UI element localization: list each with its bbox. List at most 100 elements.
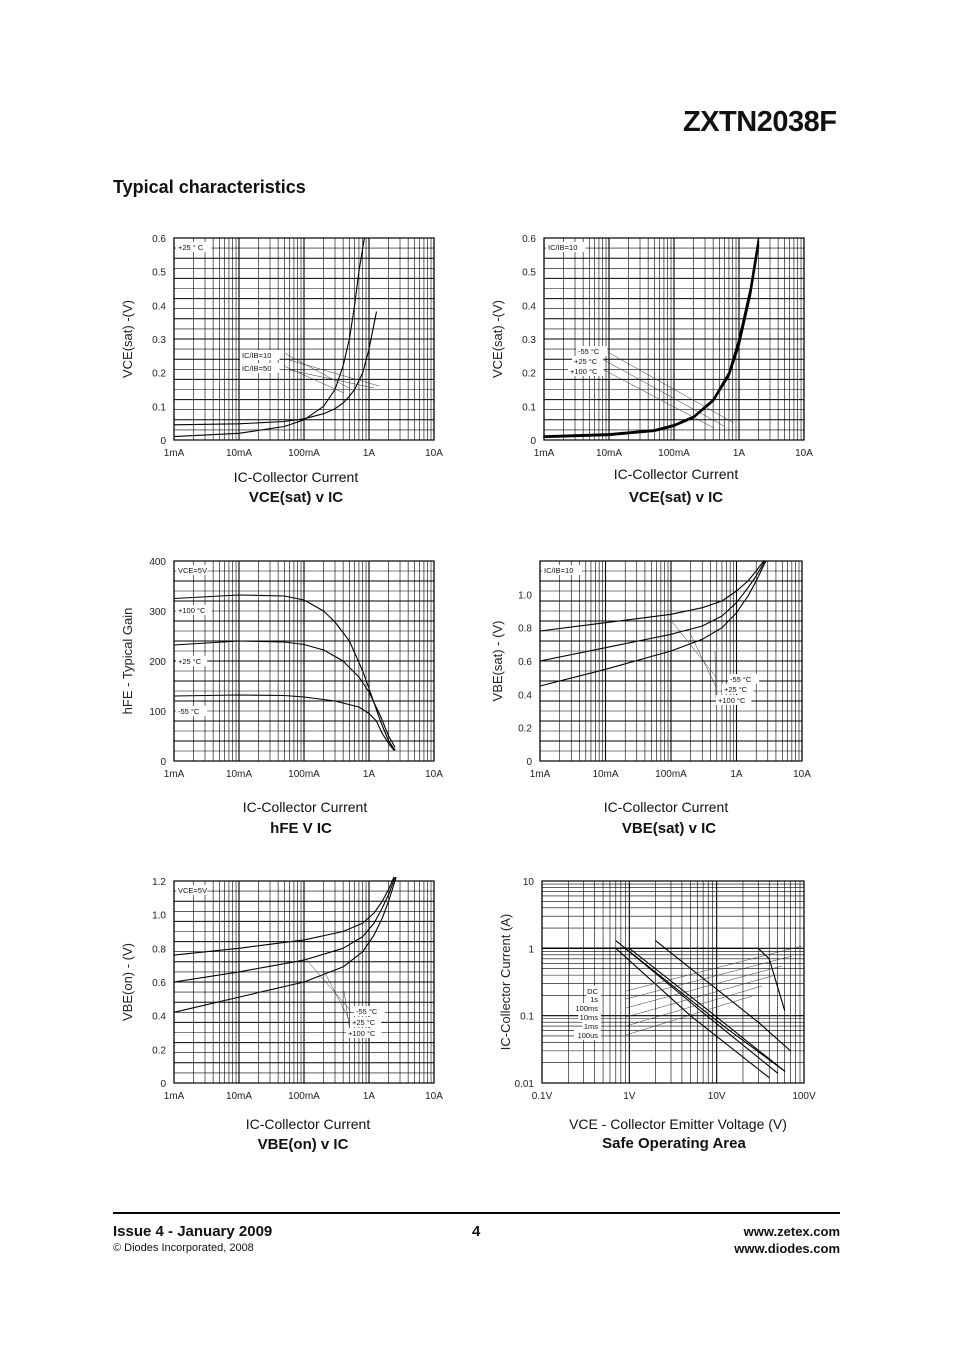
chart-soa-xlabel: VCE - Collector Emitter Voltage (V) (569, 1116, 787, 1132)
chart-vbeon-plot: 0 0.2 0.4 0.6 0.8 1.0 1.2 1mA 10mA 100mA 1A 10A VBE(… (120, 877, 443, 1102)
x-tick-label: 10A (425, 769, 443, 780)
y-axis-label: VCE(sat) -(V) (490, 300, 505, 378)
annotation-label: +25 ° C (178, 243, 204, 252)
y-tick-label: 0.2 (152, 1045, 166, 1056)
y-axis-label: VBE(sat) - (V) (490, 621, 505, 702)
annotation-bg (578, 1012, 601, 1022)
leader-line (714, 650, 717, 699)
x-tick-label: 1A (363, 1091, 376, 1102)
x-tick-label: 100mA (288, 1091, 320, 1102)
series-line (173, 877, 396, 983)
series-line (541, 947, 786, 1011)
y-tick-label: 0.6 (522, 234, 536, 245)
leader-line (283, 365, 345, 394)
annotation-bg (546, 242, 586, 252)
footer-website-zetex: www.zetex.com (743, 1224, 840, 1239)
series-line (539, 560, 767, 687)
leader-line (625, 955, 793, 1000)
annotation-bg (176, 706, 208, 716)
series-line (173, 237, 365, 438)
x-tick-label: 1mA (164, 1091, 185, 1102)
annotation-bg (716, 695, 752, 705)
x-tick-label: 1mA (534, 448, 555, 459)
x-tick-label: 1A (733, 448, 746, 459)
leader-line (603, 359, 725, 427)
y-tick-label: 0 (160, 436, 166, 447)
footer-rule (113, 1212, 840, 1214)
leader-line (603, 369, 715, 429)
annotation-label: +100 °C (718, 696, 746, 705)
annotation-bg (176, 242, 212, 252)
leader-line (625, 965, 783, 1009)
leader-line (625, 995, 753, 1036)
footer-website-diodes: www.diodes.com (734, 1241, 840, 1256)
y-tick-label: 0.2 (522, 369, 536, 380)
annotation-label: +100 °C (570, 367, 598, 376)
chart-soa: 0.01 0.1 1 10 0.1V 1V 10V 100V IC-Collector Curr… (480, 875, 825, 1115)
annotation-bg (728, 674, 760, 684)
y-tick-label: 0.6 (152, 234, 166, 245)
chart-vbesat: 0 0.2 0.4 0.6 0.8 1.0 1mA 10mA 100mA 1A 10A VBE(sat… (480, 553, 825, 793)
annotation-bg (176, 885, 208, 895)
y-tick-label: 100 (149, 707, 166, 718)
annotation-bg (568, 366, 604, 376)
series-line (173, 311, 377, 426)
series-line (543, 243, 760, 439)
y-tick-label: 0.8 (518, 624, 532, 635)
x-tick-label: 10A (425, 448, 443, 459)
x-tick-label: 1mA (164, 769, 185, 780)
chart-hfe-xlabel: IC-Collector Current (242, 799, 368, 815)
annotation-bg (574, 1030, 601, 1040)
x-tick-label: 1A (363, 769, 376, 780)
annotation-label: +100 °C (178, 606, 206, 615)
annotation-label: VCE=5V (178, 566, 207, 575)
annotation-label: -55 °C (730, 675, 752, 684)
annotation-bg (354, 1006, 386, 1016)
leader-line (323, 970, 351, 1022)
annotation-bg (582, 1021, 601, 1031)
x-tick-label: 10mA (592, 769, 618, 780)
y-tick-label: 0.1 (520, 1012, 534, 1023)
annotation-label: 10ms (580, 1013, 599, 1022)
x-tick-label: 1V (623, 1091, 636, 1102)
leader-line (625, 945, 803, 992)
x-tick-label: 1A (730, 769, 743, 780)
chart-vbesat-title: VBE(sat) v IC (621, 820, 717, 837)
x-tick-label: 10V (708, 1091, 726, 1102)
x-tick-label: 10mA (596, 448, 622, 459)
y-tick-label: 0 (160, 1079, 166, 1090)
x-tick-label: 10A (793, 769, 811, 780)
series-line (615, 940, 786, 1072)
y-tick-label: 0.1 (522, 402, 536, 413)
annotation-bg (586, 994, 601, 1004)
x-tick-label: 10mA (226, 448, 252, 459)
series-line (173, 877, 397, 1013)
annotation-bg (176, 656, 208, 666)
y-tick-label: 1 (528, 944, 534, 955)
x-tick-label: 100mA (655, 769, 687, 780)
series-line (173, 594, 396, 751)
chart-vcesat-1-xlabel: IC-Collector Current (233, 469, 359, 485)
annotation-label: -55 °C (578, 347, 600, 356)
annotation-label: IC/IB=10 (548, 243, 577, 252)
y-tick-label: 0.2 (518, 724, 532, 735)
y-tick-label: 0.4 (522, 301, 536, 312)
y-tick-label: 0.4 (518, 690, 532, 701)
annotation-label: +100 °C (348, 1029, 376, 1038)
chart-vcesat-1-plot: 0 0.1 0.2 0.3 0.4 0.5 0.6 1mA 10mA 100mA 1A 10A VCE(… (120, 234, 443, 459)
annotation-bg (176, 565, 208, 575)
annotation-label: 100us (578, 1031, 599, 1040)
x-tick-label: 1mA (164, 448, 185, 459)
y-tick-label: 0.5 (522, 268, 536, 279)
annotation-bg (176, 605, 212, 615)
annotation-bg (240, 350, 280, 360)
leader-line (625, 985, 763, 1027)
leader-line (283, 352, 350, 389)
y-tick-label: 1.2 (152, 877, 166, 888)
annotation-bg (586, 986, 601, 996)
chart-vbeon: 0 0.2 0.4 0.6 0.8 1.0 1.2 1mA 10mA 100mA 1A 10A VBE(… (110, 875, 455, 1115)
y-tick-label: 0.3 (522, 335, 536, 346)
y-tick-label: 0.01 (515, 1079, 535, 1090)
footer-issue: Issue 4 - January 2009 (113, 1223, 273, 1240)
annotation-bg (576, 346, 608, 356)
